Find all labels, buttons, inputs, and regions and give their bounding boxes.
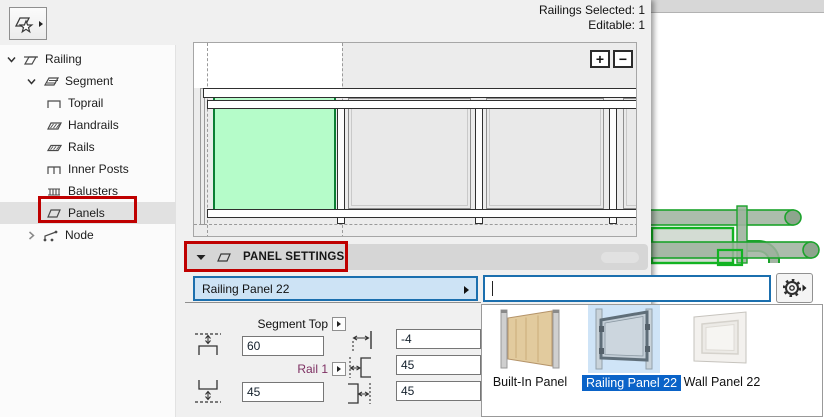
panel-component-dropdown[interactable]: Railing Panel 22	[193, 276, 478, 301]
chevron-down-icon	[7, 57, 16, 63]
preview-bottom-rail	[207, 209, 636, 218]
flyout-arrow-icon	[337, 321, 341, 327]
search-input[interactable]	[485, 277, 769, 300]
railing-structure-tree: Railing Segment Toprail Handrails Rails	[0, 45, 176, 417]
panel-component-value: Railing Panel 22	[202, 281, 290, 296]
built-in-panel-thumbnail[interactable]	[498, 308, 562, 370]
rail-1-label: Rail 1	[297, 362, 328, 376]
tree-item-rails[interactable]: Rails	[0, 136, 176, 158]
tree-item-label: Node	[65, 228, 94, 242]
tree-item-toprail[interactable]: Toprail	[0, 92, 176, 114]
tree-item-label: Rails	[68, 140, 95, 154]
toprail-icon	[47, 100, 61, 108]
tree-item-node[interactable]: Node	[0, 224, 176, 246]
rails-icon	[46, 144, 62, 152]
segment-top-label: Segment Top	[257, 317, 329, 331]
railing-panel-22-thumbnail[interactable]	[592, 308, 656, 370]
tree-item-label: Balusters	[68, 184, 119, 198]
editable-text: Editable: 1	[588, 18, 645, 32]
3d-selected-railing-graphic	[651, 205, 820, 267]
preview-end-post	[200, 88, 205, 225]
railing-elevation-preview[interactable]: + −	[193, 42, 637, 237]
section-divider	[185, 302, 481, 303]
tree-item-balusters[interactable]: Balusters	[0, 180, 176, 202]
preview-post	[475, 100, 483, 224]
preview-post	[337, 100, 345, 224]
segment-icon	[43, 77, 59, 86]
selection-info: Railings Selected: 1 Editable: 1	[539, 3, 645, 33]
tree-item-label: Segment	[65, 74, 114, 88]
railing-settings-dialog: Railings Selected: 1 Editable: 1 Railing…	[0, 0, 651, 417]
flyout-arrow-icon	[337, 366, 341, 372]
preview-white-zone	[194, 43, 342, 88]
thumbnail-label[interactable]: Wall Panel 22	[683, 375, 761, 389]
panels-icon	[47, 209, 61, 218]
preview-panel[interactable]	[623, 98, 636, 209]
preview-panel-selected[interactable]	[213, 94, 336, 213]
chevron-right-icon	[29, 231, 35, 240]
rail-1-flyout-button[interactable]	[332, 362, 346, 376]
panels-icon	[217, 253, 231, 262]
chevron-down-icon	[27, 79, 36, 85]
preview-post	[609, 100, 617, 224]
frame-width-input[interactable]	[396, 355, 481, 375]
section-header-handle	[601, 252, 639, 263]
offset-from-bottom-icon	[195, 380, 221, 403]
balusters-icon	[48, 188, 60, 196]
thumbnail-label-selected[interactable]: Railing Panel 22	[582, 375, 682, 391]
tree-item-inner-posts[interactable]: Inner Posts	[0, 158, 176, 180]
tree-item-label: Inner Posts	[68, 162, 129, 176]
preview-panel[interactable]	[348, 98, 471, 209]
tree-item-label: Panels	[68, 206, 105, 220]
dropdown-arrow-icon	[464, 286, 469, 294]
inner-posts-icon	[47, 166, 61, 174]
section-title: PANEL SETTINGS	[243, 251, 345, 263]
segment-top-flyout-button[interactable]	[332, 317, 346, 331]
panel-settings-section-header[interactable]: PANEL SETTINGS	[185, 244, 648, 270]
panel-library-popup: Built-In Panel Railing Panel 22 Wall Pan…	[481, 304, 823, 417]
wall-panel-22-thumbnail[interactable]	[688, 308, 752, 370]
collapse-triangle-icon	[196, 254, 206, 260]
frame-inset-left-icon	[349, 357, 371, 378]
flyout-arrow-icon	[38, 20, 43, 27]
preview-panel[interactable]	[486, 98, 604, 209]
preview-handrail	[207, 100, 636, 109]
handrails-icon	[47, 122, 62, 130]
3d-window-toolbar-strip	[651, 0, 824, 13]
gear-icon	[782, 279, 801, 297]
railing-icon	[23, 56, 38, 65]
tree-item-label: Handrails	[68, 118, 119, 132]
flyout-arrow-icon	[802, 284, 806, 292]
tree-item-handrails[interactable]: Handrails	[0, 114, 176, 136]
zoom-in-button[interactable]: +	[590, 50, 610, 68]
tree-item-label: Toprail	[68, 96, 104, 110]
thumbnail-label[interactable]: Built-In Panel	[492, 375, 568, 389]
offset-from-top-icon	[195, 333, 221, 355]
tree-item-segment[interactable]: Segment	[0, 70, 176, 92]
search-field	[483, 275, 771, 302]
tree-item-label: Railing	[45, 52, 82, 66]
segment-base-dashed-line	[194, 224, 636, 225]
tree-item-panels[interactable]: Panels	[0, 202, 176, 224]
favorites-button[interactable]	[9, 7, 47, 40]
panel-side-offset-icon	[352, 331, 372, 352]
rail-1-offset-input[interactable]	[242, 382, 324, 402]
segment-extent-dashed-line	[207, 43, 208, 236]
settings-gear-button[interactable]	[776, 273, 813, 303]
segment-top-input[interactable]	[242, 336, 324, 356]
node-icon	[43, 230, 58, 242]
frame-width-bottom-input[interactable]	[396, 381, 481, 401]
panel-offset-input[interactable]	[396, 329, 481, 349]
railings-selected-text: Railings Selected: 1	[538, 3, 645, 17]
zoom-out-button[interactable]: −	[613, 50, 633, 68]
preview-toprail	[203, 88, 636, 98]
frame-inset-right-icon	[348, 383, 371, 404]
tree-item-railing[interactable]: Railing	[0, 48, 176, 70]
railing-favorite-icon	[14, 16, 34, 33]
